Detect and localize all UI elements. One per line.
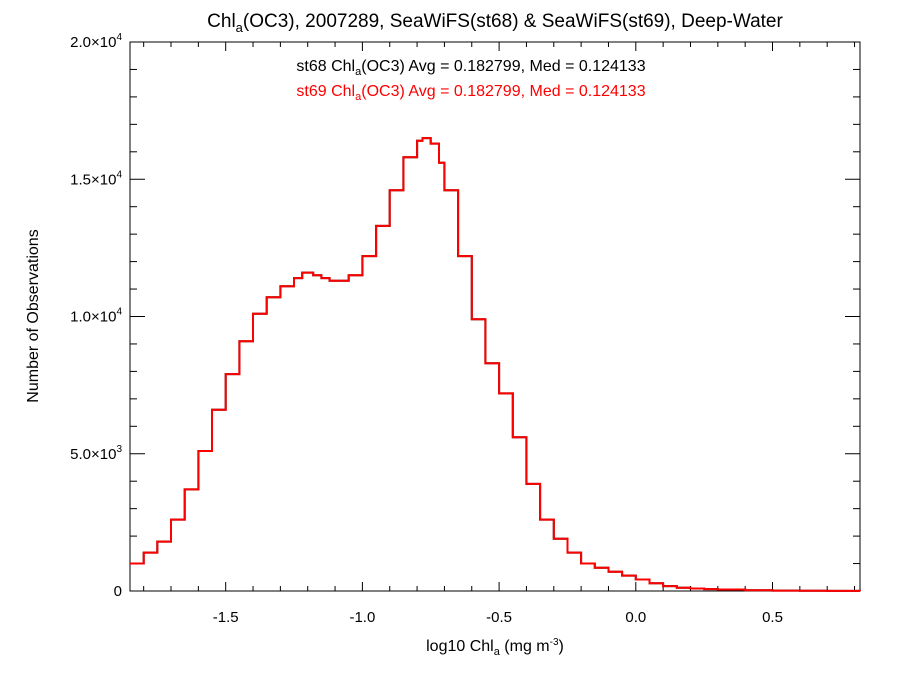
- x-tick-label: -1.5: [213, 609, 239, 626]
- annotation-pre: st68 Chl: [296, 58, 355, 75]
- x-tick-label: -0.5: [486, 609, 512, 626]
- y-tick-exponent: 3: [116, 444, 122, 455]
- x-axis-label-sup: -3: [550, 637, 559, 648]
- annotation-post: (OC3) Avg = 0.182799, Med = 0.124133: [361, 58, 645, 75]
- y-tick-label: 1.5×104: [70, 169, 122, 188]
- chart-title-pre: Chl: [207, 11, 236, 32]
- y-tick-label: 1.0×104: [70, 307, 122, 326]
- y-axis-label: Number of Observations: [25, 229, 42, 402]
- y-tick-label: 5.0×103: [70, 444, 122, 463]
- annotation-sub: a: [355, 66, 362, 78]
- y-tick-mantissa: 5.0×10: [70, 446, 116, 463]
- y-tick-exponent: 4: [116, 307, 122, 318]
- y-tick-mantissa: 1.5×10: [70, 171, 116, 188]
- histogram-series-2: [130, 137, 861, 592]
- y-tick-mantissa: 2.0×10: [70, 34, 116, 51]
- y-tick-exponent: 4: [116, 32, 122, 43]
- y-tick-mantissa: 0: [114, 583, 122, 600]
- x-axis-label: log10 Chla (mg m-3): [426, 637, 564, 658]
- chart-title-post: (OC3), 2007289, SeaWiFS(st68) & SeaWiFS(…: [243, 11, 784, 32]
- x-tick-label: 0.5: [762, 609, 783, 626]
- x-axis-label-pre: log10 Chl: [426, 638, 494, 655]
- x-tick-label: -1.0: [349, 609, 375, 626]
- annotation-line: st69 Chla(OC3) Avg = 0.182799, Med = 0.1…: [296, 83, 645, 103]
- annotation-pre: st69 Chl: [296, 83, 355, 100]
- y-tick-label: 2.0×104: [70, 32, 122, 51]
- x-tick-label: 0.0: [625, 609, 646, 626]
- plot-frame: [129, 41, 861, 592]
- annotation-post: (OC3) Avg = 0.182799, Med = 0.124133: [361, 83, 645, 100]
- y-tick-mantissa: 1.0×10: [70, 309, 116, 326]
- annotations: st68 Chla(OC3) Avg = 0.182799, Med = 0.1…: [296, 58, 645, 103]
- annotation-line: st68 Chla(OC3) Avg = 0.182799, Med = 0.1…: [296, 58, 645, 78]
- x-axis-label-post: ): [559, 638, 564, 655]
- chart-title-sub: a: [236, 20, 244, 35]
- chart-title: Chla(OC3), 2007289, SeaWiFS(st68) & SeaW…: [207, 11, 783, 35]
- annotation-sub: a: [355, 91, 362, 103]
- y-tick-label: 0: [114, 583, 122, 600]
- series-group: [130, 137, 861, 592]
- x-axis-label-mid: (mg m: [500, 638, 550, 655]
- y-tick-exponent: 4: [116, 169, 122, 180]
- x-axis: -1.5 -1.0 -0.5 0.0 0.5: [143, 42, 856, 626]
- x-axis-label-sub: a: [494, 646, 501, 658]
